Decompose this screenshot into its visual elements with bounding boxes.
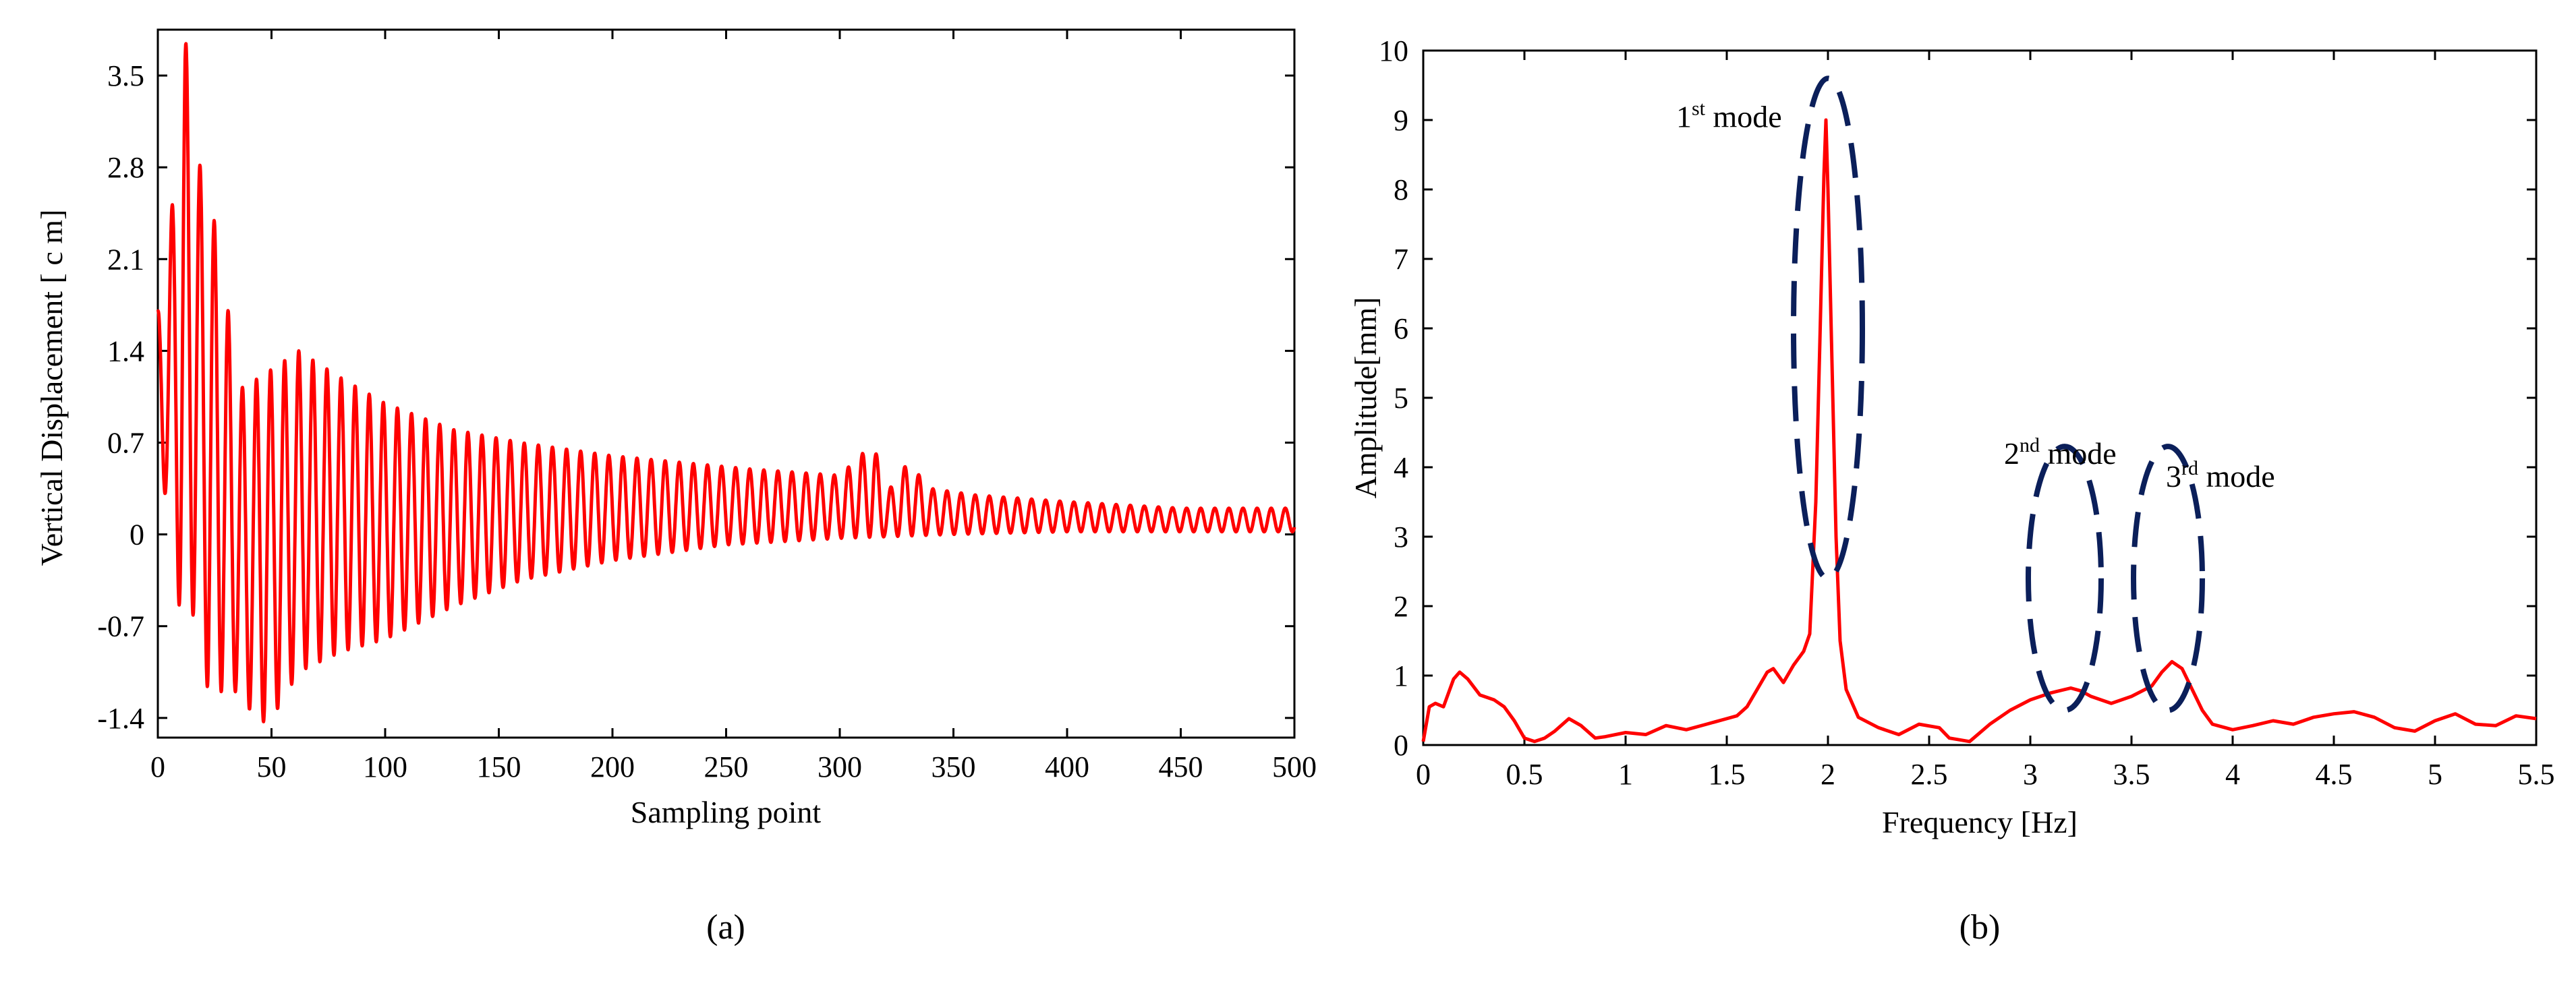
b-xticks: 0 0.5 1 1.5 2 2.5 3 3.5 4 4.5 5 5.5 — [1416, 51, 2555, 791]
b-xtick-label: 3.5 — [2113, 758, 2150, 791]
b-yticks: 0 1 2 3 4 5 6 7 8 9 10 — [1379, 34, 2536, 762]
mode3-label: 3rd mode — [2166, 457, 2275, 494]
b-x-axis-label: Frequency [Hz] — [1882, 805, 2078, 839]
b-xtick-label: 1.5 — [1709, 758, 1746, 791]
mode3-ellipse — [2131, 444, 2205, 713]
a-ytick-label: -0.7 — [97, 610, 144, 643]
a-ytick-label: -1.4 — [97, 702, 144, 735]
a-yticks: -1.4 -0.7 0 0.7 1.4 2.1 2.8 3.5 — [97, 59, 1294, 735]
b-ytick-label: 0 — [1394, 729, 1408, 762]
a-ytick-label: 1.4 — [107, 334, 144, 367]
mode2-ellipse — [2026, 444, 2104, 713]
b-xtick-label: 5.5 — [2518, 758, 2555, 791]
a-xtick-label: 450 — [1159, 750, 1203, 783]
b-ytick-label: 4 — [1394, 451, 1408, 484]
b-ytick-label: 2 — [1394, 590, 1408, 623]
mode1-label: 1st mode — [1676, 97, 1782, 133]
a-xtick-label: 400 — [1045, 750, 1089, 783]
b-ytick-label: 5 — [1394, 382, 1408, 415]
mode1-ellipse — [1791, 76, 1865, 581]
b-ytick-label: 1 — [1394, 659, 1408, 692]
b-ytick-label: 3 — [1394, 521, 1408, 554]
plot-b-frame — [1422, 49, 2538, 746]
a-ytick-label: 2.1 — [107, 243, 144, 276]
a-xtick-label: 500 — [1272, 750, 1317, 783]
b-ytick-label: 10 — [1379, 34, 1408, 67]
a-xtick-label: 250 — [704, 750, 749, 783]
mode-annotations: 1st mode 2nd mode 3rd mode — [1676, 76, 2275, 713]
a-x-axis-label: Sampling point — [631, 795, 822, 829]
a-xtick-label: 150 — [477, 750, 521, 783]
a-ytick-label: 0.7 — [107, 427, 144, 460]
b-xtick-label: 4 — [2225, 758, 2240, 791]
a-ytick-label: 3.5 — [107, 59, 144, 92]
b-xtick-label: 5 — [2428, 758, 2442, 791]
b-ytick-label: 7 — [1394, 243, 1408, 276]
spectrum-series-line — [1421, 118, 2537, 744]
mode2-label: 2nd mode — [2004, 434, 2117, 471]
a-ytick-label: 0 — [130, 518, 144, 552]
b-caption: (b) — [1959, 908, 2001, 947]
displacement-series-line — [156, 42, 1296, 723]
b-xtick-label: 2 — [1821, 758, 1835, 791]
b-y-axis-label: Amplitude[mm] — [1348, 297, 1383, 499]
a-xtick-label: 300 — [818, 750, 862, 783]
b-xtick-label: 1 — [1618, 758, 1633, 791]
b-xtick-label: 3 — [2023, 758, 2038, 791]
a-xtick-label: 100 — [363, 750, 407, 783]
a-y-axis-label: Vertical Displacement [ c m] — [34, 210, 69, 566]
panel-b-chart: 0 1 2 3 4 5 6 7 8 9 10 0 0.5 1 1.5 2 2.5 3 3.5 4 4.5 5 5.5 1s… — [1348, 34, 2555, 947]
a-xtick-label: 50 — [257, 750, 287, 783]
panel-a-chart: -1.4 -0.7 0 0.7 1.4 2.1 2.8 3.5 0 50 100 150 200 250… — [34, 28, 1317, 947]
b-ytick-label: 6 — [1394, 312, 1408, 345]
b-ytick-label: 9 — [1394, 104, 1408, 137]
a-ytick-label: 2.8 — [107, 151, 144, 184]
b-ytick-label: 8 — [1394, 173, 1408, 206]
b-xtick-label: 0 — [1416, 758, 1431, 791]
a-xtick-label: 350 — [932, 750, 976, 783]
a-xtick-label: 0 — [150, 750, 165, 783]
a-xtick-label: 200 — [590, 750, 635, 783]
b-xtick-label: 2.5 — [1911, 758, 1948, 791]
a-caption: (a) — [706, 908, 745, 947]
a-xticks: 0 50 100 150 200 250 300 350 400 450 500 — [150, 30, 1317, 783]
b-xtick-label: 0.5 — [1506, 758, 1543, 791]
b-xtick-label: 4.5 — [2316, 758, 2353, 791]
